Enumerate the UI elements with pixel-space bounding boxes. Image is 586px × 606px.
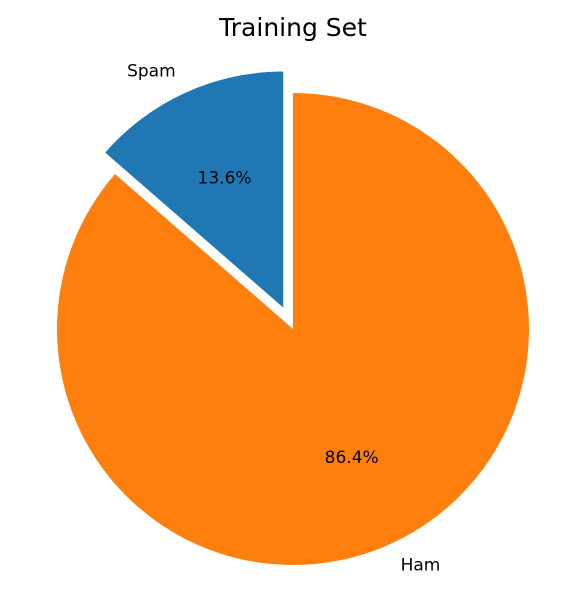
pie-labels: Spam 13.6% Ham 86.4% — [127, 61, 440, 575]
pie-slice-ham — [57, 93, 530, 565]
slice-label-spam: Spam — [127, 61, 176, 81]
pie-slice-spam — [105, 71, 284, 308]
chart-title: Training Set — [218, 13, 367, 42]
pie-slices — [57, 71, 530, 565]
pct-label-ham: 86.4% — [325, 448, 379, 468]
pct-label-spam: 13.6% — [198, 169, 252, 189]
slice-label-ham: Ham — [401, 555, 441, 575]
